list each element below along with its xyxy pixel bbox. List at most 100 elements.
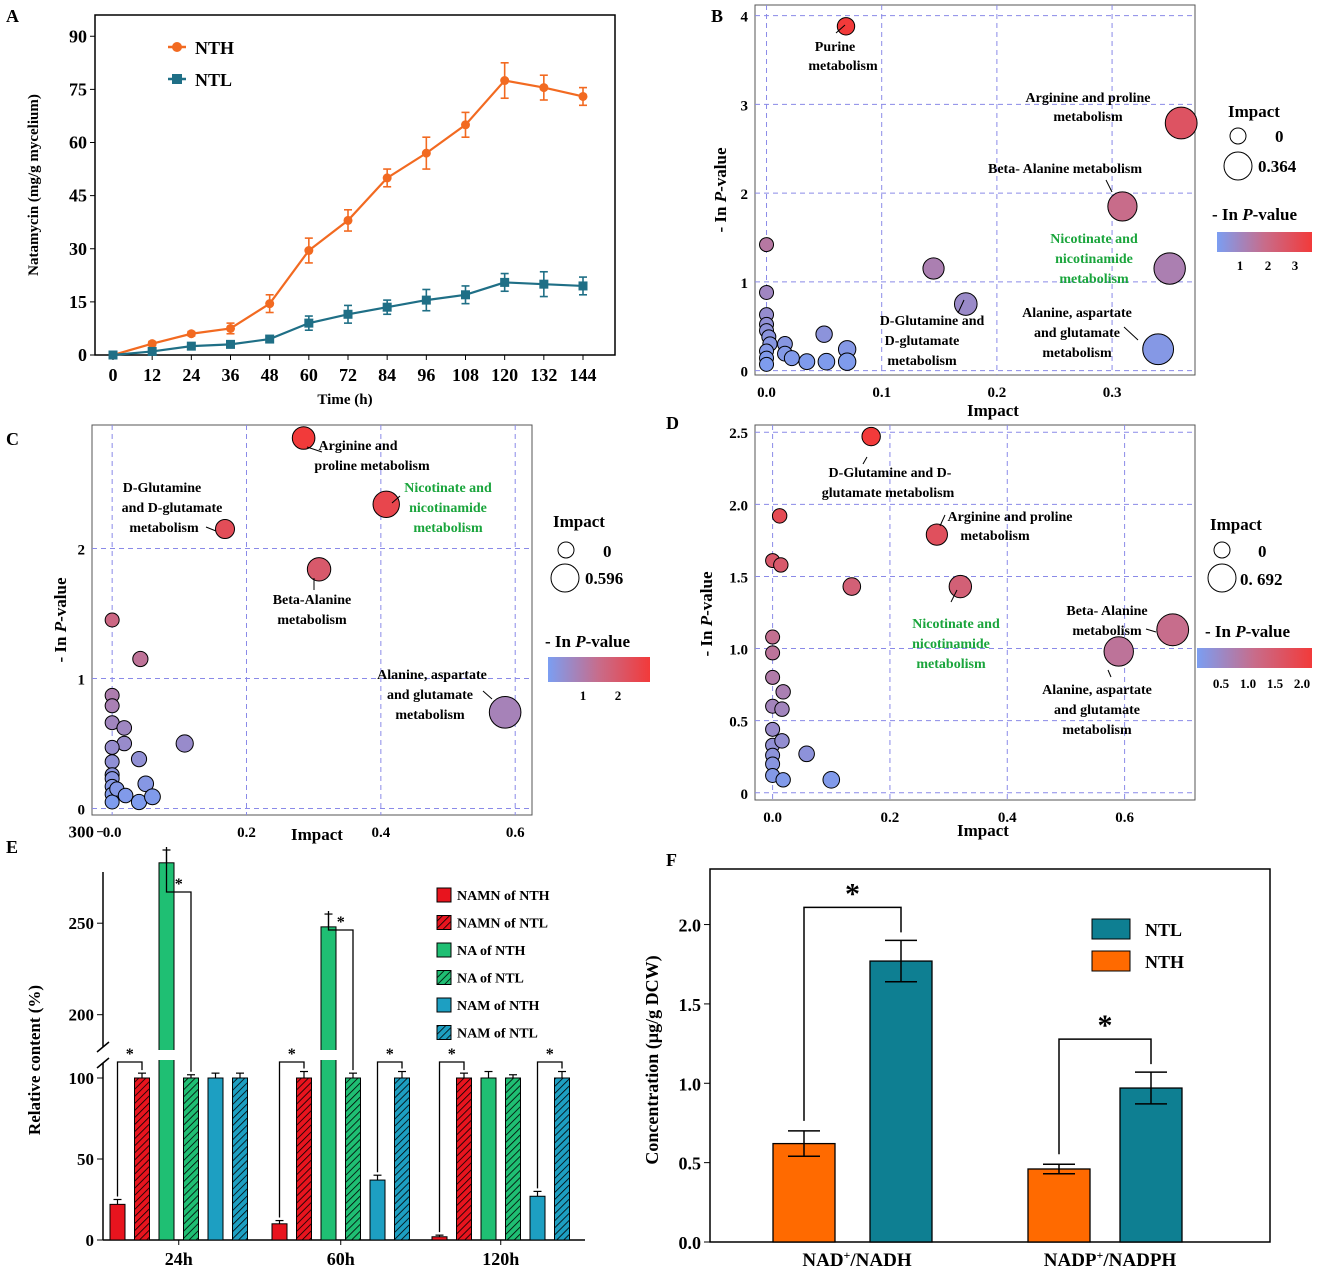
panel-a-ylabel: Natamycin (mg/g mycelium) (26, 94, 42, 276)
c-ytick-label: 0 (78, 803, 86, 819)
e-bar (232, 1077, 248, 1241)
a-ytick-label: 15 (69, 292, 87, 312)
c-bubble (372, 490, 400, 518)
d-legend-size-small-label: 0 (1258, 542, 1267, 561)
panel-f-frame (709, 868, 1271, 1243)
e-bar (345, 1077, 361, 1241)
c-bubble (104, 794, 120, 810)
d-ann-beta-2: metabolism (1072, 624, 1142, 639)
b-legend-size-small-label: 0 (1275, 127, 1284, 146)
d-bubble (1156, 613, 1190, 647)
panel-b-annotations: Purine metabolism Arginine and proline m… (808, 24, 1151, 369)
a-point-nth (382, 173, 392, 183)
f-sig-star: * (1098, 1009, 1113, 1042)
c-ann-ala-2: and glutamate (387, 688, 473, 703)
panel-a-frame (94, 14, 616, 356)
a-xtick-label: 72 (339, 365, 357, 385)
c-ann-ala-3: metabolism (395, 708, 465, 723)
e-legend-label: NAM of NTH (457, 999, 540, 1014)
d-ann-ala-1: Alanine, aspartate (1042, 683, 1152, 698)
b-cbar-tick-3: 3 (1292, 258, 1299, 273)
b-ann-ala-2: and glutamate (1034, 326, 1120, 341)
b-bubble (759, 237, 775, 253)
f-ytick-label: 0.5 (679, 1154, 702, 1174)
b-ann-arg-2: metabolism (1053, 110, 1123, 125)
b-cbar-tick-1: 1 (1237, 258, 1244, 273)
panel-c-annotations: Arginine and proline metabolism Nicotina… (122, 439, 493, 723)
a-point-nth (186, 329, 196, 339)
e-bar (207, 1077, 224, 1241)
panel-c: C 0.0 0.2 0.4 0.6 0 1 2 Arginine and proline m… (6, 424, 650, 844)
d-leader-arg (939, 514, 946, 527)
e-sig-bracket (376, 1061, 403, 1173)
b-ytick-label: 2 (741, 187, 749, 203)
c-ann-beta-2: metabolism (277, 613, 347, 628)
b-ann-ala-3: metabolism (1042, 346, 1112, 361)
b-bubble (817, 352, 836, 371)
a-point-nth (421, 148, 431, 158)
e-legend-swatch (436, 997, 452, 1013)
d-bubble (775, 684, 791, 700)
panel-b-xlabel: Impact (967, 401, 1019, 420)
d-colorbar (1197, 648, 1312, 668)
b-leader-ala (1123, 326, 1139, 341)
panel-f: F 0.00.51.01.52.0 ** NTL NTH NAD+/NADH N… (642, 850, 1271, 1271)
a-xtick-label: 96 (417, 365, 435, 385)
panel-label-d: D (666, 413, 679, 433)
f-ytick-label: 1.5 (679, 995, 702, 1015)
e-ytick-label: 0 (86, 1231, 95, 1250)
b-legend-size-small (1229, 127, 1247, 145)
c-leader-ala (482, 690, 493, 700)
d-leader-nic (950, 589, 958, 603)
e-legend-label: NA of NTH (457, 944, 526, 959)
a-point-ntl (108, 350, 118, 360)
panel-e-legend: NAMN of NTH NAMN of NTL NA of NTH NA of NTL… (436, 887, 550, 1042)
e-bar (296, 1077, 312, 1241)
a-ytick-label: 60 (69, 133, 87, 153)
a-xtick-label: 36 (222, 365, 240, 385)
d-ann-beta-1: Beta- Alanine (1066, 604, 1147, 619)
panel-label-b: B (711, 6, 723, 26)
a-point-nth (461, 120, 470, 130)
panel-b-legend: Impact 0 0.364 - In P-value 1 2 3 (1212, 102, 1312, 273)
c-bubble (291, 426, 316, 450)
c-ytick-label: 2 (78, 543, 86, 559)
e-bar-break-gap (157, 1050, 176, 1060)
b-ann-purine-1: Purine (815, 40, 855, 55)
c-bubble (116, 720, 133, 736)
e-legend-label: NAM of NTL (457, 1027, 538, 1042)
c-color-legend-title: - In P-value (545, 632, 630, 651)
c-xtick-label: 0.6 (506, 825, 525, 841)
b-legend-size-large-label: 0.364 (1258, 157, 1297, 176)
a-xtick-label: 120 (491, 365, 518, 385)
d-xtick-label: 0.6 (1115, 810, 1134, 826)
f-xtick-nadp: NADP+/NADPH (1044, 1248, 1177, 1271)
e-legend-label: NAMN of NTL (457, 917, 548, 932)
f-legend-nth-label: NTH (1145, 952, 1184, 972)
f-ytick-label: 2.0 (679, 916, 702, 936)
d-bubble (774, 733, 790, 749)
a-point-ntl (500, 277, 510, 287)
d-ann-dglu-2: glutamate metabolism (822, 486, 955, 501)
panel-b-ylabel: - In P-value (711, 147, 730, 232)
e-axis-break (96, 1057, 110, 1069)
panel-b-grid: 0.0 0.1 0.2 0.3 0 1 2 3 4 (741, 5, 1195, 401)
panel-e-ylabel: Relative content (%) (25, 985, 44, 1135)
d-ann-arg-2: metabolism (960, 529, 1030, 544)
d-bubble (948, 574, 973, 599)
c-bubble (130, 751, 148, 768)
e-bar (431, 1236, 448, 1241)
c-bubble (104, 612, 120, 628)
d-ytick-label: 0.5 (729, 715, 748, 731)
d-ytick-label: 1.5 (729, 570, 748, 586)
e-ytick-label: 300 (69, 823, 95, 842)
panel-a-legend: NTH NTL (168, 38, 234, 90)
d-bubble (765, 721, 781, 737)
panel-b: B 0.0 0.1 0.2 0.3 0 1 2 3 4 Purine metabolism Ar… (711, 4, 1312, 420)
a-point-ntl (304, 318, 314, 328)
e-legend-swatch (436, 1025, 452, 1040)
b-bubble (759, 356, 775, 372)
panel-label-e: E (6, 837, 18, 857)
e-bar (529, 1195, 546, 1241)
e-xtick-label: 60h (327, 1249, 355, 1269)
